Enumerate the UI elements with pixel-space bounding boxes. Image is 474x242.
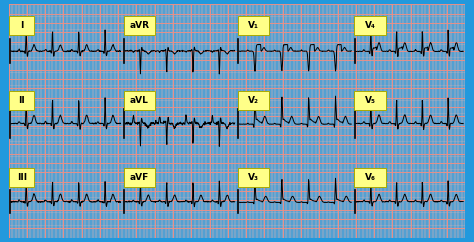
Text: V₄: V₄ (365, 22, 375, 30)
Text: V₅: V₅ (365, 96, 375, 105)
FancyBboxPatch shape (238, 16, 269, 35)
FancyBboxPatch shape (355, 91, 385, 110)
FancyBboxPatch shape (238, 168, 269, 187)
Text: V₁: V₁ (248, 22, 259, 30)
Text: aVR: aVR (129, 22, 149, 30)
FancyBboxPatch shape (238, 91, 269, 110)
FancyBboxPatch shape (355, 16, 385, 35)
Text: aVF: aVF (129, 173, 149, 182)
Text: V₃: V₃ (248, 173, 259, 182)
FancyBboxPatch shape (9, 91, 34, 110)
Text: V₂: V₂ (248, 96, 259, 105)
Text: I: I (20, 22, 24, 30)
FancyBboxPatch shape (124, 91, 155, 110)
FancyBboxPatch shape (355, 168, 385, 187)
Text: II: II (18, 96, 25, 105)
FancyBboxPatch shape (9, 168, 34, 187)
Text: V₆: V₆ (365, 173, 375, 182)
FancyBboxPatch shape (124, 16, 155, 35)
Text: aVL: aVL (130, 96, 149, 105)
FancyBboxPatch shape (124, 168, 155, 187)
FancyBboxPatch shape (9, 16, 34, 35)
Text: III: III (17, 173, 27, 182)
